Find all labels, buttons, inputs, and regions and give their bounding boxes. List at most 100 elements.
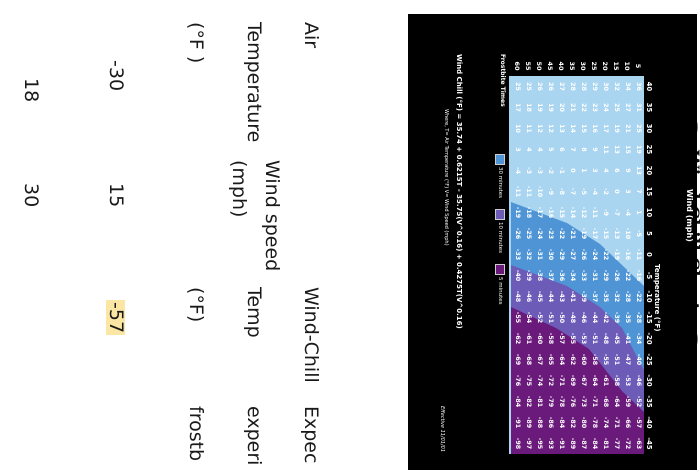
wind-chill-chart: Wind (mph) Temperature (°F) 40 35 30 25 20 15… (408, 14, 697, 470)
wind-chill-cell: -57 (558, 332, 565, 345)
temp-header-cell: 0 (645, 252, 653, 257)
wind-chill-cell: 20 (558, 103, 565, 112)
wind-chill-cell: -7 (613, 209, 620, 216)
wind-chill-cell: -41 (624, 332, 631, 345)
wind-chill-cell: -74 (602, 416, 609, 429)
wind-chill-cell: 28 (569, 82, 576, 91)
wind-row-label: 5 (634, 63, 642, 69)
temp-header-cell: -35 (645, 395, 653, 408)
header-air: Air (300, 22, 322, 49)
wind-row-label: 10 (623, 61, 631, 71)
wind-chill-cell: -29 (602, 269, 609, 282)
wind-chill-cell: -19 (613, 248, 620, 261)
wind-chill-cell: -34 (635, 332, 642, 345)
wind-chill-cell: -88 (536, 416, 543, 429)
wind-chill-cell: -60 (580, 353, 587, 366)
wind-chill-cell: -15 (558, 206, 565, 219)
wind-chill-cell: 19 (613, 124, 620, 133)
wind-chill-cell: -93 (547, 437, 554, 450)
wind-chill-cell: -67 (536, 353, 543, 366)
temp-header-cell: -10 (645, 290, 653, 303)
wind-chill-cell: -28 (635, 311, 642, 324)
wind-chill-cell: -63 (635, 437, 642, 450)
wind-row-label: 50 (535, 61, 543, 71)
wind-chill-cell: -69 (569, 374, 576, 387)
wind-chill-cell: 24 (602, 103, 609, 112)
wind-chill-cell: 32 (613, 82, 620, 91)
wind-chill-cell: 15 (624, 145, 631, 154)
formula: Wind Chill (°F) = 35.74 + 0.6215T - 35.7… (455, 54, 463, 329)
wind-chill-cell: -71 (613, 416, 620, 429)
wind-row-label: 25 (590, 61, 598, 71)
temp-header-cell: -45 (645, 437, 653, 450)
wind-chill-cell: -48 (514, 290, 521, 303)
wind-chill-cell: -51 (591, 332, 598, 345)
wind-chill-cell: 0 (613, 189, 620, 194)
wind-row-label: 30 (579, 61, 587, 71)
wind-chill-cell: 10 (514, 124, 521, 133)
wind-chill-cell: -76 (514, 374, 521, 387)
wind-chill-cell: 6 (558, 147, 565, 152)
wind-chill-cell: 21 (569, 103, 576, 112)
wind-chill-cell: -61 (525, 332, 532, 345)
zone-5-minutes (511, 307, 644, 454)
wind-chill-cell: -21 (569, 227, 576, 240)
wind-chill-cell: -64 (558, 353, 565, 366)
wind-chill-cell: -73 (580, 395, 587, 408)
wind-chill-cell: 17 (514, 103, 521, 112)
wind-chill-cell: -35 (624, 311, 631, 324)
wind-chill-cell: 17 (602, 124, 609, 133)
wind-chill-cell: -60 (536, 332, 543, 345)
wind-chill-cell: 36 (635, 82, 642, 91)
wind-chill-cell: -84 (558, 416, 565, 429)
temp-axis-label: Temperature (°F) (653, 264, 661, 332)
temp-header-cell: 5 (645, 231, 653, 236)
row2-air-temp: 18 (20, 78, 42, 103)
wind-chill-cell: -22 (624, 269, 631, 282)
wind-chill-cell: -72 (624, 437, 631, 450)
wind-chill-cell: -66 (624, 416, 631, 429)
temp-header-cell: 30 (645, 123, 653, 134)
wind-chill-cell: -37 (591, 290, 598, 303)
wind-chill-cell: -38 (536, 269, 543, 282)
header-expected: Expec (300, 406, 322, 464)
wind-chill-cell: -13 (613, 227, 620, 240)
wind-chill-cell: -76 (569, 395, 576, 408)
wind-chill-cell: 12 (547, 124, 554, 133)
wind-chill-cell: 0 (569, 168, 576, 173)
wind-chill-cell: 25 (514, 82, 521, 91)
wind-chill-cell: -71 (558, 374, 565, 387)
wind-chill-cell: -81 (536, 395, 543, 408)
wind-chill-cell: -87 (580, 437, 587, 450)
frostbite-zones (509, 76, 644, 454)
wind-chill-cell: -39 (580, 290, 587, 303)
temp-header-cell: 10 (645, 207, 653, 218)
wind-chill-cell: 19 (536, 103, 543, 112)
wind-chill-cell: -22 (558, 227, 565, 240)
wind-chill-cell: -57 (635, 416, 642, 429)
wind-chill-cell: -16 (547, 206, 554, 219)
wind-chill-cell: 6 (613, 168, 620, 173)
header-temperature: Temperature (243, 22, 265, 143)
wind-chill-cell: 30 (602, 82, 609, 91)
wind-chill-cell: -22 (602, 248, 609, 261)
wind-chill-cell: -7 (569, 188, 576, 195)
wind-chill-cell: 11 (525, 124, 532, 133)
wind-chill-cell: 31 (635, 103, 642, 112)
wind-chill-cell: -46 (635, 374, 642, 387)
wind-chill-cell: -91 (514, 416, 521, 429)
header-wind-chill: Wind-Chill (300, 287, 322, 383)
wind-chill-cell: 13 (613, 145, 620, 154)
wind-chill-cell: -51 (547, 311, 554, 324)
wind-chill-cell: -79 (547, 395, 554, 408)
wind-chill-cell: 25 (613, 103, 620, 112)
wind-chill-cell: -45 (536, 290, 543, 303)
wind-chill-cell: -30 (547, 248, 554, 261)
temp-header-cell: -25 (645, 353, 653, 366)
wind-chill-cell: -19 (514, 206, 521, 219)
wind-chill-cell: 7 (635, 189, 642, 194)
wind-chill-cell: 3 (514, 147, 521, 152)
wind-chill-cell: -81 (602, 437, 609, 450)
frostbite-label: Frostbite Times (499, 54, 506, 107)
wind-row-label: 40 (557, 61, 565, 71)
